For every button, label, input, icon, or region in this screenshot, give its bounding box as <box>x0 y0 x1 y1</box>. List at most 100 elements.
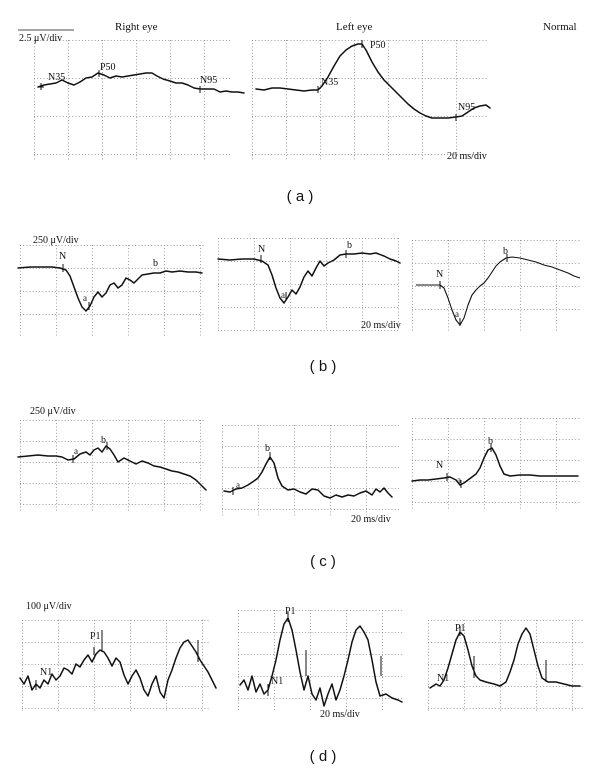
grid-dot <box>527 664 529 665</box>
grid-dot <box>25 642 27 643</box>
grid-dot <box>504 263 506 264</box>
grid-dot <box>359 698 361 699</box>
grid-dot <box>154 441 156 442</box>
grid-dot <box>204 116 205 118</box>
grid-dot <box>90 504 92 505</box>
grid-dot <box>188 686 190 687</box>
grid-dot <box>431 240 433 241</box>
grid-dot <box>228 509 230 510</box>
grid-dot <box>92 480 93 482</box>
grid-dot <box>294 444 295 446</box>
grid-dot <box>109 462 111 463</box>
grid-dot <box>199 291 201 292</box>
grid-dot <box>556 620 557 621</box>
grid-dot <box>328 154 330 155</box>
grid-dot <box>76 686 78 687</box>
grid-dot <box>128 420 130 421</box>
grid-dot <box>405 116 407 117</box>
grid-dot <box>39 245 41 246</box>
grid-dot <box>254 276 255 278</box>
grid-dot <box>185 686 187 687</box>
grid-dot <box>139 40 141 41</box>
grid-dot <box>138 483 140 484</box>
grid-dot <box>456 686 458 687</box>
grid-dot <box>282 446 284 447</box>
grid-dot <box>498 439 500 440</box>
grid-dot <box>362 305 363 307</box>
grid-dot <box>98 116 99 117</box>
grid-dot <box>146 620 148 621</box>
grid-dot <box>128 506 129 508</box>
grid-dot <box>157 483 159 484</box>
grid-dot <box>128 420 129 421</box>
grid-dot <box>197 116 199 117</box>
grid-dot <box>536 629 537 631</box>
grid-dot <box>466 116 468 117</box>
grid-dot <box>43 116 45 117</box>
grid-dot <box>68 158 69 160</box>
grid-dot <box>572 645 573 647</box>
grid-dot <box>387 307 389 308</box>
grid-dot <box>412 434 413 435</box>
grid-dot <box>204 139 205 141</box>
grid-dot <box>448 485 449 487</box>
grid-dot <box>556 434 557 435</box>
grid-dot <box>260 509 262 510</box>
grid-dot <box>572 671 573 673</box>
grid-dot <box>102 132 103 134</box>
grid-dot <box>488 439 490 440</box>
grid-dot <box>444 116 445 117</box>
grid-dot <box>254 654 255 655</box>
grid-dot <box>372 654 374 655</box>
grid-dot <box>120 154 122 155</box>
grid-dot <box>204 52 205 54</box>
grid-dot <box>543 686 545 687</box>
grid-dot <box>463 686 465 687</box>
grid-dot <box>170 107 171 109</box>
grid-dot <box>572 684 573 685</box>
grid-dot <box>444 460 445 461</box>
grid-dot <box>488 309 490 310</box>
grid-dot <box>428 680 429 682</box>
grid-dot <box>56 503 57 505</box>
grid-dot <box>128 286 129 288</box>
grid-dot <box>56 154 58 155</box>
grid-dot <box>164 464 165 466</box>
grid-dot <box>336 307 338 308</box>
grid-dot <box>68 91 69 93</box>
grid-dot <box>464 696 465 698</box>
grid-dot <box>270 654 271 655</box>
grid-dot <box>114 686 116 687</box>
grid-dot <box>536 240 538 241</box>
grid-dot <box>484 326 485 328</box>
grid-dot <box>55 268 57 269</box>
grid-dot <box>170 132 171 134</box>
grid-dot <box>385 610 387 611</box>
panel-d-time-scale: 20 ms/div <box>320 709 360 720</box>
grid-dot <box>492 263 493 264</box>
grid-dot <box>320 72 321 73</box>
grid-dot <box>202 483 204 484</box>
grid-dot <box>543 642 545 643</box>
grid-dot <box>164 264 165 266</box>
grid-dot <box>434 642 436 643</box>
grid-dot <box>428 684 429 685</box>
grid-dot <box>252 52 253 54</box>
grid-dot <box>504 418 506 419</box>
grid-dot <box>180 504 181 505</box>
grid-dot <box>271 116 273 117</box>
grid-dot <box>305 676 307 677</box>
grid-dot <box>527 460 529 461</box>
grid-dot <box>362 488 364 489</box>
grid-dot <box>238 645 239 647</box>
grid-dot <box>94 154 96 155</box>
grid-dot <box>504 620 506 621</box>
grid-dot <box>257 467 259 468</box>
grid-dot <box>80 245 82 246</box>
grid-dot <box>146 116 147 117</box>
grid-dot <box>469 240 471 241</box>
grid-dot <box>94 709 95 711</box>
grid-dot <box>346 632 347 634</box>
label-n: N <box>258 244 265 255</box>
grid-dot <box>171 40 173 41</box>
